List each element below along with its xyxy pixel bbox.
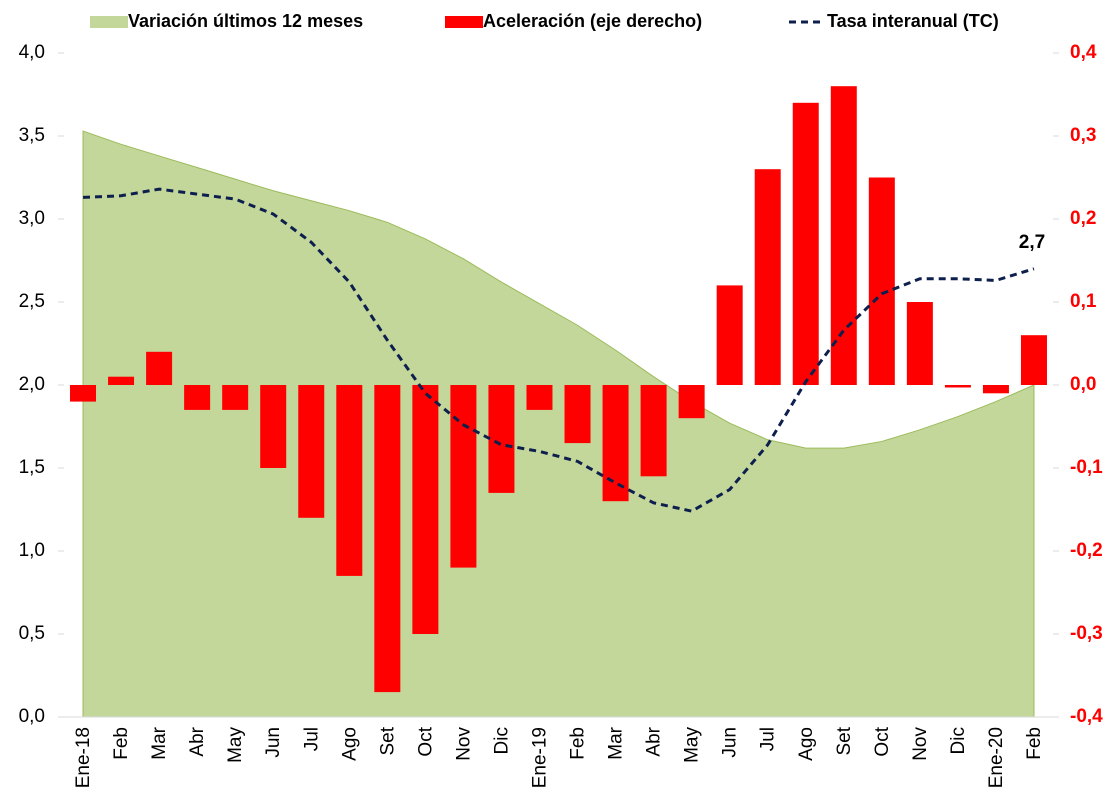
x-tick-label: Abr (187, 726, 208, 756)
y-tick-label: 2,0 (19, 374, 45, 395)
x-tick-label: Nov (453, 727, 474, 761)
bar (450, 385, 477, 568)
bar (412, 385, 439, 634)
y-tick-label: 1,5 (19, 457, 45, 478)
x-tick-label: Set (834, 726, 855, 755)
x-tick-label: May (682, 727, 703, 763)
bar (526, 385, 553, 410)
x-tick-label: Ene-19 (529, 727, 550, 788)
bar (906, 302, 933, 385)
x-tick-label: Jun (263, 727, 284, 758)
y-tick-label: 4,0 (19, 42, 45, 63)
y-tick-label: 1,0 (19, 540, 45, 561)
x-tick-label: Set (377, 726, 398, 755)
bar (602, 385, 629, 502)
x-tick-label: May (225, 727, 246, 763)
bar (1020, 335, 1047, 385)
bar (754, 169, 781, 385)
y-tick-label: 2,5 (19, 291, 45, 312)
bar (982, 385, 1009, 394)
bar (298, 385, 325, 518)
bar (336, 385, 363, 576)
annotation: 2,7 (1019, 232, 1045, 253)
x-tick-label: Ago (339, 727, 360, 761)
x-tick-label: Jul (758, 727, 779, 751)
bar (146, 351, 173, 385)
y2-tick-label: 0,2 (1070, 208, 1096, 229)
bar (488, 385, 515, 493)
legend-label: Aceleración (eje derecho) (483, 11, 702, 31)
y2-tick-label: -0,3 (1070, 623, 1103, 644)
bar (640, 385, 667, 477)
x-tick-label: Ago (796, 727, 817, 761)
y2-tick-label: -0,4 (1070, 706, 1103, 727)
x-tick-label: Feb (111, 727, 132, 760)
bar (792, 102, 819, 386)
bar (868, 177, 895, 385)
y-tick-label: 3,5 (19, 125, 45, 146)
x-tick-label: Oct (415, 726, 436, 756)
x-tick-label: Abr (644, 726, 665, 756)
y2-tick-label: 0,1 (1070, 291, 1097, 312)
bar (184, 385, 211, 410)
bar (260, 385, 287, 468)
x-tick-label: Ene-20 (986, 727, 1007, 788)
y-tick-label: 0,5 (19, 623, 45, 644)
bar (564, 385, 591, 444)
bar (108, 376, 135, 385)
x-tick-label: Dic (491, 727, 512, 754)
y2-tick-label: 0,0 (1070, 374, 1096, 395)
bar (678, 385, 705, 419)
y2-tick-label: 0,4 (1070, 42, 1097, 63)
bar (830, 86, 857, 385)
y-tick-label: 3,0 (19, 208, 45, 229)
x-tick-label: Jul (301, 727, 322, 751)
bar (222, 385, 249, 410)
x-tick-label: Mar (606, 726, 627, 759)
area (82, 130, 1035, 718)
legend-swatch (445, 16, 483, 28)
x-tick-label: Jun (720, 727, 741, 758)
x-tick-label: Mar (149, 726, 170, 759)
x-tick-label: Dic (948, 727, 969, 754)
legend-swatch (90, 16, 128, 28)
y-tick-label: 0,0 (19, 706, 45, 727)
y2-tick-label: -0,1 (1070, 457, 1103, 478)
legend-label: Variación últimos 12 meses (128, 11, 363, 31)
bar (374, 385, 401, 693)
y2-tick-label: -0,2 (1070, 540, 1103, 561)
bar (944, 385, 971, 388)
x-tick-label: Feb (568, 727, 589, 760)
line (82, 187, 1035, 513)
x-tick-label: Oct (872, 726, 893, 756)
x-tick-label: Ene-18 (73, 727, 94, 788)
legend-label: Tasa interanual (TC) (827, 11, 999, 31)
bar (70, 385, 97, 402)
bar (716, 285, 743, 385)
y2-tick-label: 0,3 (1070, 125, 1096, 146)
x-tick-label: Nov (910, 727, 931, 761)
x-tick-label: Feb (1024, 727, 1045, 760)
